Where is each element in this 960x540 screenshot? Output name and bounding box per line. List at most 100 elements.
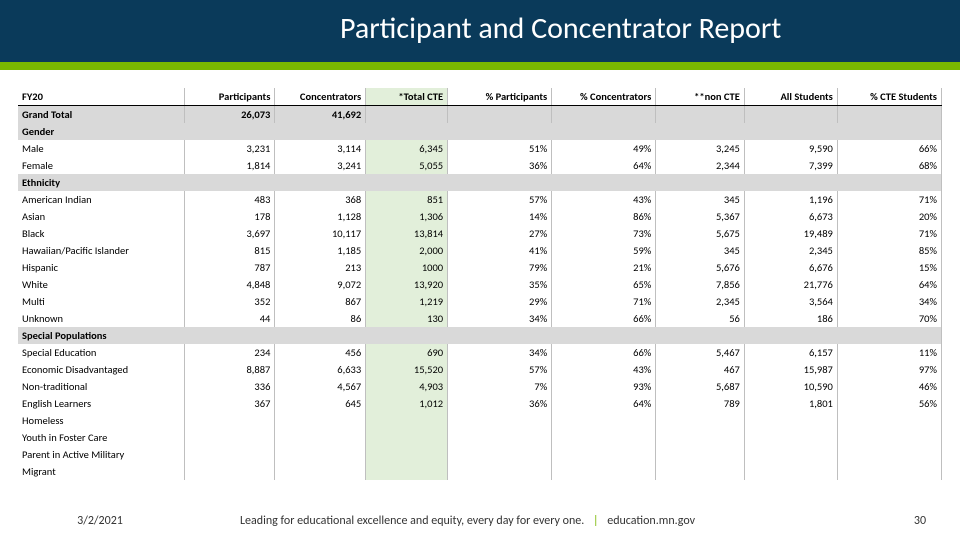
table-row: Hispanic787213100079%21%5,6766,67615% [18,259,942,276]
table-row: Youth in Foster Care [18,429,942,446]
row-value: 46% [837,378,941,395]
row-value: 2,000 [366,242,448,259]
row-value: 186 [744,310,837,327]
table-row: English Learners3676451,01236%64%7891,80… [18,395,942,412]
row-value: 41% [448,242,552,259]
col-pct-cte-students: % CTE Students [837,88,941,106]
footer-msg-b: education.mn.gov [607,514,695,528]
row-value [656,412,745,429]
row-value: 1,012 [366,395,448,412]
row-label: Unknown [18,310,184,327]
row-value [184,429,275,446]
row-label: Hispanic [18,259,184,276]
row-value [837,463,941,480]
row-label: Special Education [18,344,184,361]
row-value: 34% [448,310,552,327]
row-value: 68% [837,157,941,174]
row-value [837,106,941,124]
row-value: 5,055 [366,157,448,174]
row-value [744,412,837,429]
row-value [552,412,656,429]
row-value: 70% [837,310,941,327]
row-value: 690 [366,344,448,361]
table-row: Unknown448613034%66%5618670% [18,310,942,327]
row-value [366,446,448,463]
table-row: Migrant [18,463,942,480]
row-value [366,429,448,446]
row-value [552,429,656,446]
table-row: Male3,2313,1146,34551%49%3,2459,59066% [18,140,942,157]
row-value: 19,489 [744,225,837,242]
row-value: 1,219 [366,293,448,310]
row-value: 29% [448,293,552,310]
row-value: 336 [184,378,275,395]
footer-message: Leading for educational excellence and e… [200,514,880,528]
row-value: 15,987 [744,361,837,378]
row-value: 43% [552,191,656,208]
section-label: Special Populations [18,327,942,344]
row-value: 7,399 [744,157,837,174]
row-value [275,429,366,446]
row-value: 15,520 [366,361,448,378]
table-row: Hawaiian/Pacific Islander8151,1852,00041… [18,242,942,259]
row-label: Hawaiian/Pacific Islander [18,242,184,259]
row-value [552,446,656,463]
col-fy20: FY20 [18,88,184,106]
row-value [656,106,745,124]
row-label: Female [18,157,184,174]
col-pct-participants: % Participants [448,88,552,106]
row-value: 43% [552,361,656,378]
row-value: 6,676 [744,259,837,276]
table-row: Non-traditional3364,5674,9037%93%5,68710… [18,378,942,395]
row-value [448,412,552,429]
row-value: 93% [552,378,656,395]
row-value [837,429,941,446]
row-value: 56% [837,395,941,412]
row-label: Homeless [18,412,184,429]
row-value: 1,814 [184,157,275,174]
row-value [837,412,941,429]
row-value: 9,590 [744,140,837,157]
row-label: American Indian [18,191,184,208]
row-value: 130 [366,310,448,327]
row-value: 20% [837,208,941,225]
row-value: 14% [448,208,552,225]
row-value: 13,814 [366,225,448,242]
col-non-cte: **non CTE [656,88,745,106]
table-row: American Indian48336885157%43%3451,19671… [18,191,942,208]
row-value [656,446,745,463]
row-value: 6,633 [275,361,366,378]
table-row: Special Education23445669034%66%5,4676,1… [18,344,942,361]
row-value: 56 [656,310,745,327]
col-concentrators: Concentrators [275,88,366,106]
row-value: 66% [552,310,656,327]
table-body: Grand Total26,07341,692GenderMale3,2313,… [18,106,942,481]
row-value: 6,673 [744,208,837,225]
footer-page: 30 [880,514,960,528]
table-row: Multi3528671,21929%71%2,3453,56434% [18,293,942,310]
row-value: 213 [275,259,366,276]
row-value: 27% [448,225,552,242]
header-band: Participant and Concentrator Report [0,0,960,62]
row-value [184,446,275,463]
row-value [448,106,552,124]
row-label: Asian [18,208,184,225]
report-table-wrap: FY20 Participants Concentrators *Total C… [0,70,960,480]
row-value: 86 [275,310,366,327]
row-value [448,446,552,463]
col-pct-concentrators: % Concentrators [552,88,656,106]
row-value: 71% [837,191,941,208]
table-row: Gender [18,123,942,140]
row-value: 49% [552,140,656,157]
section-label: Gender [18,123,942,140]
row-value: 44 [184,310,275,327]
row-value: 5,676 [656,259,745,276]
row-value: 85% [837,242,941,259]
row-value: 4,903 [366,378,448,395]
row-value: 787 [184,259,275,276]
row-value: 3,564 [744,293,837,310]
row-value [656,463,745,480]
row-value: 7% [448,378,552,395]
table-row: Black3,69710,11713,81427%73%5,67519,4897… [18,225,942,242]
row-value: 4,567 [275,378,366,395]
